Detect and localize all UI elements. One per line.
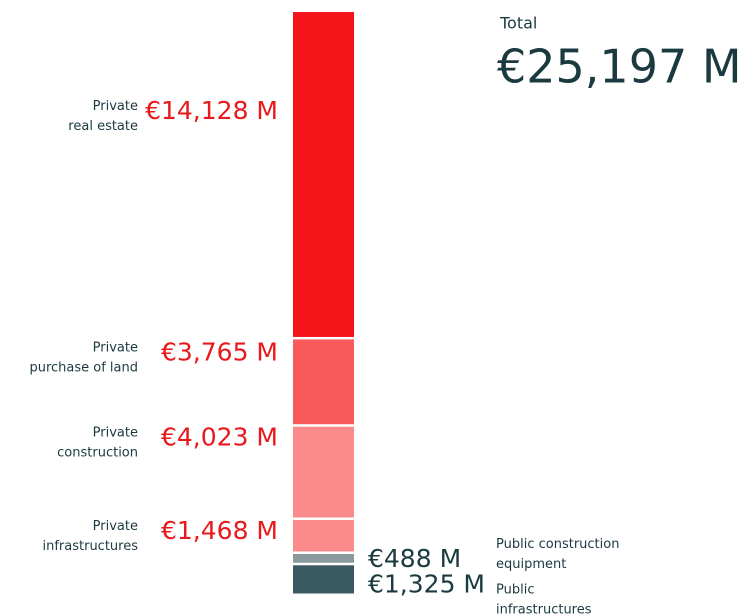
value-label: €14,128 M bbox=[145, 96, 278, 125]
total-value: €25,197 M bbox=[497, 40, 742, 94]
value-label: €488 M bbox=[368, 544, 461, 573]
bar-segment bbox=[293, 12, 354, 337]
legend-label: Public infrastructures bbox=[496, 582, 592, 616]
legend-label: Private real estate bbox=[68, 99, 138, 134]
legend-label: Private construction bbox=[57, 425, 138, 460]
legend-label: Public construction equipment bbox=[496, 536, 619, 571]
bar-segment bbox=[293, 339, 354, 425]
bar-segment bbox=[293, 553, 354, 563]
bar-segment bbox=[293, 519, 354, 552]
total-label: Total bbox=[499, 14, 537, 33]
value-label: €1,325 M bbox=[368, 569, 485, 598]
value-label: €3,765 M bbox=[161, 337, 278, 366]
bar-segment bbox=[293, 565, 354, 594]
bar-segment bbox=[293, 426, 354, 518]
value-label: €4,023 M bbox=[161, 423, 278, 452]
legend-label: Private purchase of land bbox=[29, 340, 138, 375]
legend-label: Private infrastructures bbox=[42, 518, 138, 553]
value-label: €1,468 M bbox=[161, 516, 278, 545]
